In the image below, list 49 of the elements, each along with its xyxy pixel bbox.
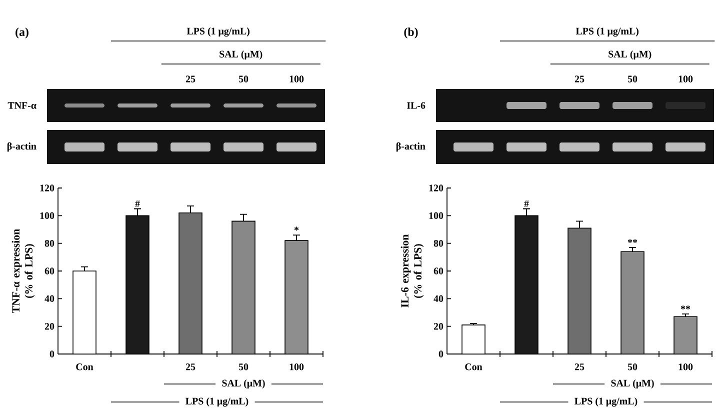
y-axis-title: IL-6 expression (% of LPS)	[400, 234, 424, 308]
text: LPS (1 μg/mL)	[186, 397, 248, 407]
x-tick-label: 50	[628, 364, 638, 370]
text: LPS (1 μg/mL)	[576, 27, 638, 37]
y-tick-label: 0	[50, 350, 54, 358]
x-tick-label: 25	[574, 364, 584, 370]
y-tick-label: 40	[44, 295, 54, 302]
x-tick-label: Con	[76, 364, 94, 370]
text: β-actin	[7, 142, 36, 152]
text: TNF-α	[8, 102, 36, 109]
data-label: **	[680, 306, 690, 310]
text: 50	[238, 76, 248, 82]
data-label: #	[135, 200, 140, 208]
text: 100	[678, 76, 693, 82]
text: 25	[574, 76, 584, 82]
text: SAL (μM)	[608, 50, 652, 60]
y-tick-label: 20	[44, 322, 54, 330]
chart-title: (a)	[16, 28, 28, 38]
text: 50	[628, 76, 638, 82]
y-tick-label: 120	[429, 184, 444, 192]
y-tick-label: 100	[40, 212, 54, 220]
text: LPS (1 μg/mL)	[574, 397, 638, 407]
y-tick-label: 0	[438, 350, 444, 358]
text: 100	[290, 76, 304, 82]
text: IL-6	[406, 102, 426, 109]
data-label: #	[524, 200, 529, 208]
data-label: *	[294, 226, 299, 231]
text: SAL (μM)	[611, 379, 654, 389]
text: 25	[186, 76, 196, 82]
chart-title: (b)	[404, 28, 418, 38]
text: SAL (μM)	[220, 50, 262, 60]
y-tick-label: 20	[434, 322, 444, 330]
x-tick-label: Con	[465, 364, 482, 370]
y-tick-label: 60	[44, 268, 54, 274]
x-tick-label: 100	[678, 364, 693, 370]
y-tick-label: 80	[44, 240, 54, 247]
y-tick-label: 40	[434, 295, 444, 302]
x-tick-label: 100	[290, 364, 304, 370]
x-tick-label: 25	[186, 364, 196, 370]
text: SAL (μM)	[222, 379, 265, 389]
text: β-actin	[396, 142, 426, 152]
y-axis-title: TNF-α expression (% of LPS)	[12, 228, 35, 314]
y-tick-label: 120	[40, 184, 54, 192]
y-tick-label: 80	[434, 240, 444, 247]
data-label: **	[628, 239, 638, 243]
text: LPS (1 μg/mL)	[186, 27, 250, 37]
y-tick-label: 100	[429, 212, 444, 220]
x-tick-label: 50	[238, 364, 248, 370]
y-tick-label: 60	[434, 268, 444, 274]
